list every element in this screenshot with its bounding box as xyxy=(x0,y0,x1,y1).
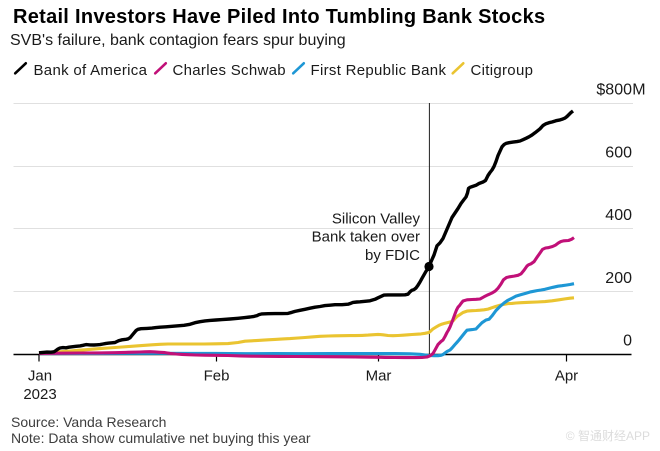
svg-text:400: 400 xyxy=(605,207,632,224)
svg-text:2023: 2023 xyxy=(23,386,56,403)
svg-text:M: M xyxy=(632,82,645,99)
svg-text:Jan: Jan xyxy=(28,368,52,385)
svg-text:Silicon Valley: Silicon Valley xyxy=(332,211,421,228)
svg-text:0: 0 xyxy=(623,333,632,350)
svg-text:$800: $800 xyxy=(596,82,632,99)
svg-text:Apr: Apr xyxy=(555,368,578,385)
svg-text:Charles Schwab: Charles Schwab xyxy=(173,62,286,79)
svg-text:200: 200 xyxy=(605,270,632,287)
svg-text:Citigroup: Citigroup xyxy=(471,62,534,79)
svg-text:Bank taken over: Bank taken over xyxy=(312,229,420,246)
svg-text:600: 600 xyxy=(605,145,632,162)
svg-text:by FDIC: by FDIC xyxy=(365,247,420,264)
svg-text:Bank of America: Bank of America xyxy=(34,62,148,79)
svg-text:Feb: Feb xyxy=(204,368,230,385)
svg-text:Mar: Mar xyxy=(366,368,392,385)
svg-text:First Republic Bank: First Republic Bank xyxy=(311,62,447,79)
